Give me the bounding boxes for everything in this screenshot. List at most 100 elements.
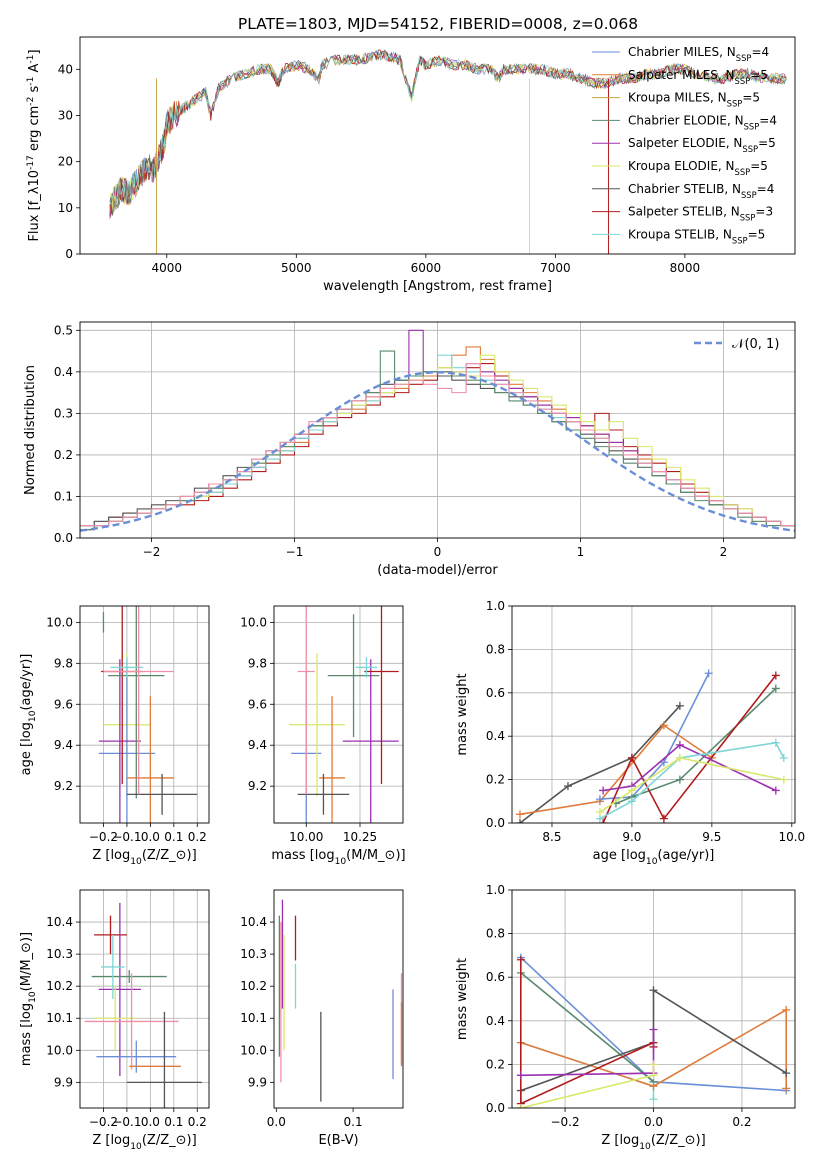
legend-label: Kroupa STELIB, NSSP=5 [628, 227, 765, 245]
x-tick-label: −0.2 [89, 1115, 118, 1129]
y-tick-label: 0.8 [486, 642, 505, 656]
series-marker [675, 753, 684, 762]
errorbar-point [126, 1011, 202, 1108]
panel-age_vs_Z: −0.2−0.1 0.0 0.1 0.2 9.2 9.4 9.6 9.8 10.0 Z [log1… [19, 605, 210, 867]
errorbar-point [94, 915, 127, 955]
series-marker [649, 1071, 658, 1080]
y-tick-label: 0.0 [486, 1101, 505, 1115]
y-axis-label: mass [log10(M/M_⊙)] [19, 932, 38, 1066]
series-marker [627, 786, 636, 795]
x-axis-label: Z [log10(Z/Z_⊙)] [92, 848, 196, 867]
series-marker [599, 819, 608, 823]
x-tick-label: −1 [286, 545, 304, 559]
x-tick-label: 10.00 [289, 830, 323, 844]
y-tick-label: 9.9 [54, 1075, 73, 1089]
y-tick-label: 9.9 [248, 1075, 267, 1089]
errorbar-point [110, 657, 144, 678]
panel-residuals: −2 −1 0 1 2 0.0 0.1 0.2 0.3 0.4 0.5 (data-model)/er… [23, 321, 796, 578]
errorbar-point [98, 659, 141, 823]
x-tick-label: −0.2 [550, 1115, 579, 1129]
errorbar-point [98, 661, 156, 823]
x-axis-label: Z [log10(Z/Z_⊙)] [601, 1133, 705, 1152]
axes-frame [511, 605, 796, 824]
series-marker [649, 1095, 658, 1104]
series-line [519, 724, 713, 816]
axes-frame [79, 889, 210, 1109]
series-marker [771, 738, 780, 747]
plot-area [289, 606, 399, 823]
y-tick-label: 0.0 [486, 816, 505, 830]
plot-area [109, 49, 787, 254]
x-tick-label: 9.0 [622, 830, 641, 844]
errorbar-point [297, 606, 315, 795]
plot-area [278, 899, 403, 1102]
y-tick-label: 10 [58, 201, 73, 215]
x-tick-label: 10.25 [343, 830, 377, 844]
series-marker [704, 669, 713, 678]
y-tick-label: 10.0 [240, 1043, 267, 1057]
errorbar-point [101, 934, 125, 999]
mass-weight-series [599, 671, 780, 823]
y-tick-label: 0 [65, 247, 73, 261]
panel-mass_vs_Z: −0.2−0.1 0.0 0.1 0.2 9.9 10.0 10.1 10.2 10.3 10.4… [19, 889, 210, 1152]
series-line [615, 687, 777, 805]
y-tick-label: 0.2 [486, 773, 505, 787]
x-tick-label: 7000 [540, 261, 571, 275]
series-marker [659, 721, 668, 730]
y-tick-label: 1.0 [486, 883, 505, 897]
series-line [520, 972, 655, 1083]
x-tick-label: 0.1 [164, 830, 183, 844]
series-marker [782, 1069, 791, 1078]
x-tick-label: −2 [143, 545, 161, 559]
errorbar-point [342, 659, 399, 823]
panel-spectrum: 4000 5000 6000 7000 8000 0 10 20 30 40 wavelength … [26, 36, 796, 294]
x-tick-label: 0.2 [188, 830, 207, 844]
mass-weight-series [595, 753, 788, 817]
axes-frame [79, 36, 796, 255]
legend-label: Salpeter MILES, NSSP=5 [628, 68, 768, 86]
y-tick-label: 10.4 [46, 915, 73, 929]
series-marker [675, 701, 684, 710]
histogram-series [80, 362, 795, 527]
series-marker [649, 1082, 658, 1091]
series-line [599, 757, 784, 813]
x-tick-label: 8.5 [542, 830, 561, 844]
y-tick-label: 40 [58, 62, 73, 76]
x-axis-label: age [log10(age/yr)] [593, 848, 715, 867]
x-tick-label: 0.1 [344, 1115, 363, 1129]
plot-area [84, 902, 202, 1108]
series-marker [595, 808, 604, 817]
x-tick-label: 4000 [152, 261, 183, 275]
histogram-series [80, 354, 795, 527]
spectrum-line [109, 52, 787, 218]
errorbar-point [355, 657, 378, 678]
legend-label: Chabrier STELIB, NSSP=4 [628, 182, 774, 200]
x-tick-label: 5000 [281, 261, 312, 275]
panel-massweight_vs_age: 8.5 9.0 9.5 10.0 0.0 0.2 0.4 0.6 0.8 1.0 age [log1… [455, 599, 805, 867]
errorbar-point [126, 696, 174, 823]
plot-area [80, 329, 795, 532]
panel-massweight_vs_Z: −0.2 0.0 0.2 0.0 0.2 0.4 0.6 0.8 1.0 Z [log10(Z/Z… [455, 883, 796, 1152]
x-axis-label: Z [log10(Z/Z_⊙)] [92, 1133, 196, 1152]
errorbar-point [103, 606, 174, 795]
legend-label: Chabrier MILES, NSSP=4 [628, 45, 769, 63]
errorbar-point [364, 606, 399, 785]
x-tick-label: −0.2 [89, 830, 118, 844]
y-tick-label: 0.2 [54, 448, 73, 462]
series-marker [675, 775, 684, 784]
figure-title: PLATE=1803, MJD=54152, FIBERID=0008, z=0… [238, 15, 638, 33]
y-axis-label: Flux [f_λ10-17 erg cm-2 s-1 A-1] [26, 49, 42, 241]
x-tick-label: 0.0 [267, 1115, 286, 1129]
legend-label: Salpeter STELIB, NSSP=3 [628, 205, 773, 223]
x-tick-label: 1 [577, 545, 585, 559]
y-tick-label: 10.1 [46, 1011, 73, 1025]
errorbar-point [84, 973, 179, 1070]
y-tick-label: 10.3 [240, 947, 267, 961]
series-marker [595, 795, 604, 804]
axes-frame [273, 889, 404, 1109]
x-axis-label: wavelength [Angstrom, rest frame] [323, 279, 552, 294]
y-tick-label: 0.4 [486, 729, 505, 743]
series-marker [675, 740, 684, 749]
series-marker [649, 1060, 658, 1069]
